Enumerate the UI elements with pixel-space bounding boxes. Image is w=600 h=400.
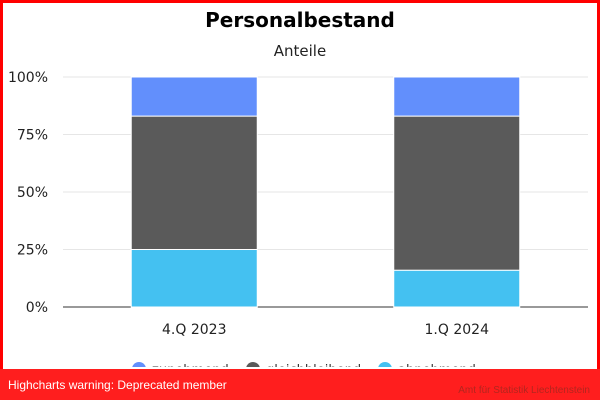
legend-label: abnehmend bbox=[398, 363, 476, 367]
y-tick-label: 0% bbox=[26, 300, 48, 316]
bar-segment-zunehmend[interactable] bbox=[130, 76, 258, 117]
bar-segment-abnehmend[interactable] bbox=[393, 269, 521, 308]
x-tick-label: 1.Q 2024 bbox=[425, 322, 490, 338]
bar-segment-gleichbleibend[interactable] bbox=[130, 115, 258, 250]
y-tick-label: 50% bbox=[17, 185, 48, 201]
legend-item-zunehmend[interactable]: zunehmend bbox=[132, 362, 229, 367]
y-tick-label: 100% bbox=[8, 70, 48, 86]
bar-segment-gleichbleibend[interactable] bbox=[393, 115, 521, 271]
y-axis: 0% 25% 50% 75% 100% bbox=[8, 70, 48, 316]
legend-marker bbox=[132, 362, 146, 367]
legend-item-gleichbleibend[interactable]: gleichbleibend bbox=[246, 362, 361, 367]
legend-label: gleichbleibend bbox=[266, 363, 361, 367]
bar-segment-abnehmend[interactable] bbox=[130, 249, 258, 308]
bars bbox=[130, 76, 521, 308]
chart-title: Personalbestand bbox=[205, 8, 395, 32]
chart-subtitle: Anteile bbox=[274, 42, 326, 60]
chart: Personalbestand Anteile 0%25%50%75%100% … bbox=[8, 8, 588, 367]
bar-segment-zunehmend[interactable] bbox=[393, 76, 521, 117]
warning-text: Highcharts warning: Deprecated member bbox=[8, 377, 227, 392]
legend: zunehmend gleichbleibend abnehmend bbox=[132, 362, 476, 367]
x-axis: 4.Q 2023 1.Q 2024 bbox=[162, 322, 489, 338]
legend-marker bbox=[246, 362, 260, 367]
legend-label: zunehmend bbox=[152, 363, 229, 367]
legend-marker bbox=[378, 362, 392, 367]
y-tick-label: 25% bbox=[17, 243, 48, 259]
legend-item-abnehmend[interactable]: abnehmend bbox=[378, 362, 476, 367]
x-tick-label: 4.Q 2023 bbox=[162, 322, 226, 338]
y-tick-label: 75% bbox=[17, 128, 48, 144]
warning-bar: Highcharts warning: Deprecated member Am… bbox=[0, 369, 600, 400]
credits-link[interactable]: Amt für Statistik Liechtenstein bbox=[458, 385, 590, 396]
